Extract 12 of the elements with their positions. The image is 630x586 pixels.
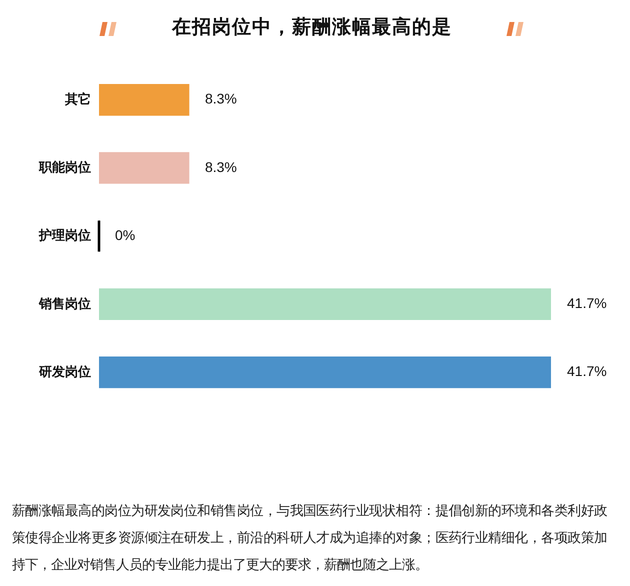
y-tick-label: 其它 xyxy=(64,91,91,106)
data-label: 41.7% xyxy=(567,363,607,380)
text: 薪酬涨幅最高的岗位为研发岗位和销售岗位，与我国医药行业现状相符：提倡创新的环境和各类利好政策使得企业将更多资源倾注在研发上，前沿的科研人才成为追捧的对象；医药行业精细化，各项政策加持下，企业对销售人员的专业能力提出了更大的要求，薪酬也随之上涨。 xyxy=(12,502,607,574)
y-tick-label: 护理岗位 xyxy=(38,228,91,243)
data-label: 0% xyxy=(115,226,136,243)
data-label: 8.3% xyxy=(204,158,237,175)
data-label: 8.3% xyxy=(204,90,237,107)
data-label: 41.7% xyxy=(567,295,607,312)
y-tick-label: 销售岗位 xyxy=(38,296,91,311)
y-tick-label: 研发岗位 xyxy=(38,364,91,379)
chart-title: 在招岗位中，薪酬涨幅最高的是 xyxy=(170,16,453,40)
y-tick-label: 职能岗位 xyxy=(38,160,91,175)
